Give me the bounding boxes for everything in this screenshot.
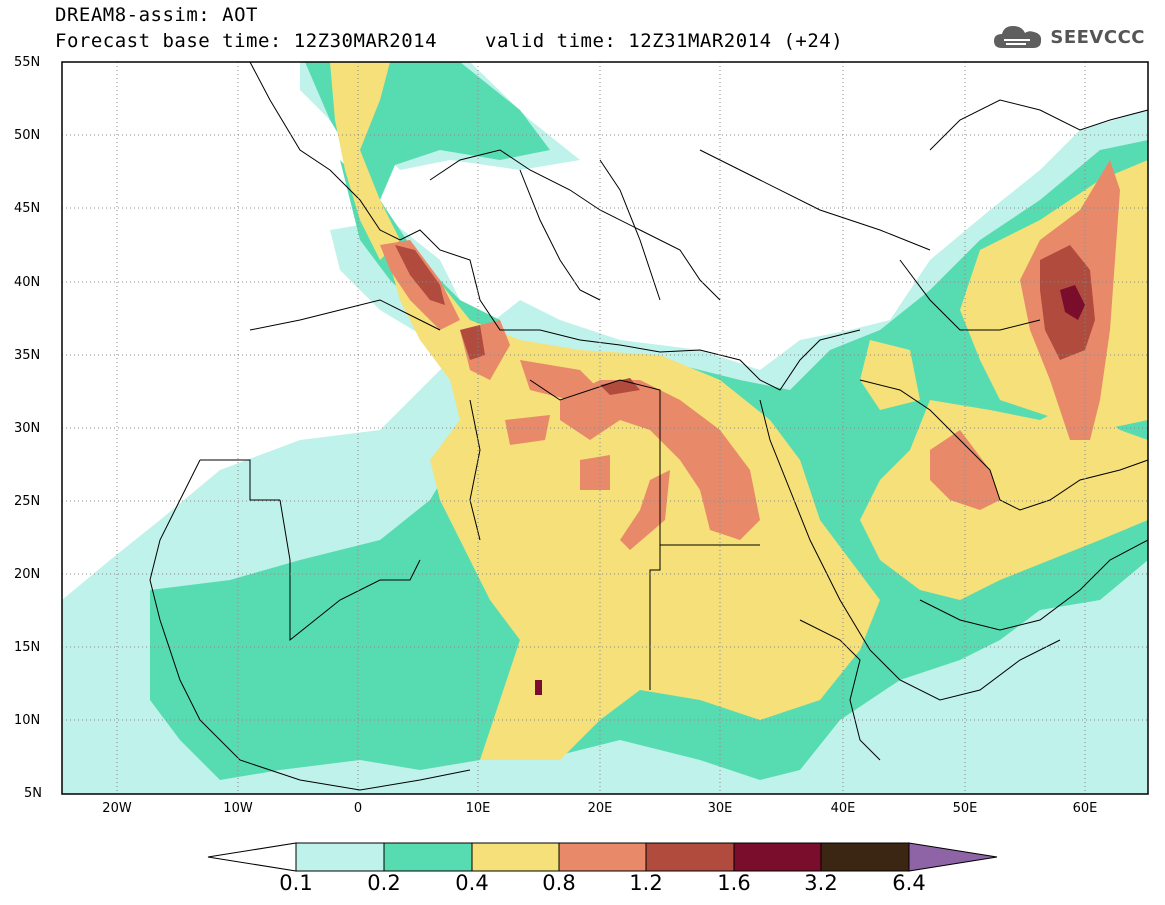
colorbar-label: 3.2 [804, 871, 838, 895]
lat-label: 5N [24, 786, 42, 801]
forecast-base-time: Forecast base time: 12Z30MAR2014 [55, 30, 438, 52]
lat-label: 15N [14, 640, 41, 655]
lat-label: 35N [14, 348, 41, 363]
lon-label: 50E [952, 801, 978, 816]
lat-label: 40N [14, 275, 41, 290]
cloud-icon [994, 26, 1042, 48]
colorbar-label: 1.2 [629, 871, 663, 895]
colorbar-label: 6.4 [892, 871, 926, 895]
lon-label: 10E [465, 801, 491, 816]
graticule [62, 62, 1148, 794]
lat-label: 10N [14, 713, 41, 728]
plot-frame [61, 61, 1149, 795]
lat-label: 50N [14, 128, 41, 143]
colorbar-label: 0.1 [279, 871, 313, 895]
colorbar-label: 0.2 [367, 871, 401, 895]
colorbar-label: 0.8 [542, 871, 576, 895]
colorbar-label: 1.6 [717, 871, 751, 895]
lat-label: 55N [14, 55, 41, 70]
lon-label: 20W [102, 801, 132, 816]
colorbar-label: 0.4 [455, 871, 489, 895]
lat-label: 30N [14, 421, 41, 436]
seevccc-logo: SEEVCCC [992, 22, 1145, 52]
lon-label: 0 [353, 801, 363, 816]
valid-time: valid time: 12Z31MAR2014 (+24) [485, 30, 844, 52]
logo-text: SEEVCCC [1050, 26, 1145, 48]
lon-label: 40E [830, 801, 856, 816]
coastline-borders [149, 62, 1148, 791]
map-title: DREAM8-assim: AOT [55, 4, 258, 26]
lat-label: 45N [14, 201, 41, 216]
lon-label: 10W [223, 801, 253, 816]
lat-label: 25N [14, 494, 41, 509]
aot-band-1.6 [535, 285, 1085, 695]
lon-label: 30E [707, 801, 733, 816]
lon-label: 20E [587, 801, 613, 816]
lon-label: 60E [1072, 801, 1098, 816]
lat-label: 20N [14, 567, 41, 582]
